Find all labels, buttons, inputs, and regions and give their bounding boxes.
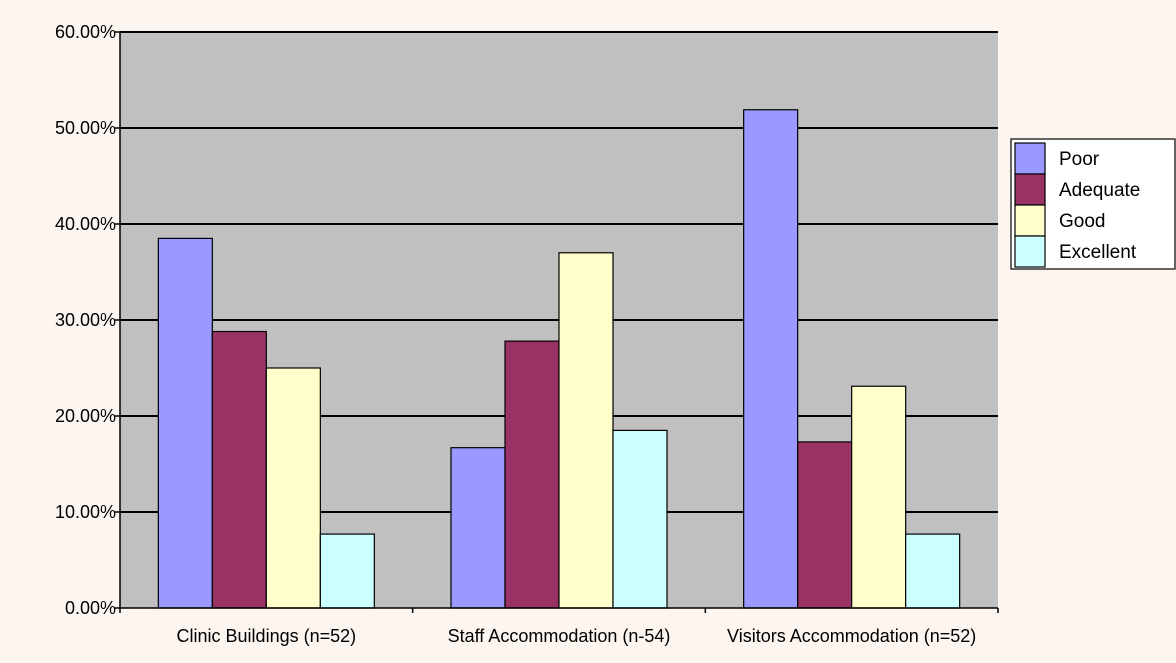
legend-swatch-poor — [1014, 142, 1046, 175]
x-category-label: Visitors Accommodation (n=52) — [727, 626, 976, 646]
bar-poor-3 — [743, 109, 799, 609]
y-tick-label: 30.00% — [55, 310, 116, 330]
bar-poor-2 — [450, 447, 506, 609]
bar-excellent-2 — [612, 429, 668, 609]
bar-poor-1 — [157, 237, 213, 609]
legend-swatch-excellent — [1014, 235, 1046, 268]
bar-excellent-3 — [905, 533, 961, 609]
axes — [115, 31, 999, 613]
legend-label-adequate: Adequate — [1059, 180, 1140, 201]
bar-good-2 — [558, 252, 614, 609]
y-tick-label: 50.00% — [55, 118, 116, 138]
bar-good-1 — [265, 367, 321, 609]
legend-swatch-good — [1014, 204, 1046, 237]
bar-adequate-2 — [504, 340, 560, 609]
y-tick-label: 60.00% — [55, 22, 116, 42]
y-tick-labels: 0.00% 10.00% 20.00% 30.00% 40.00% 50.00% 60.00… — [55, 22, 116, 618]
y-tick-label: 0.00% — [65, 598, 116, 618]
y-tick-label: 40.00% — [55, 214, 116, 234]
bar-adequate-1 — [211, 330, 267, 609]
x-category-label: Staff Accommodation (n-54) — [448, 626, 671, 646]
bar-adequate-3 — [797, 441, 853, 609]
legend-label-excellent: Excellent — [1059, 242, 1137, 263]
x-category-label: Clinic Buildings (n=52) — [177, 626, 357, 646]
bar-good-3 — [851, 385, 907, 609]
legend-label-good: Good — [1059, 211, 1105, 232]
legend-swatch-adequate — [1014, 173, 1046, 206]
y-tick-label: 10.00% — [55, 502, 116, 522]
x-category-labels: Clinic Buildings (n=52) Staff Accommodati… — [177, 626, 977, 646]
bars — [157, 109, 961, 609]
legend-label-poor: Poor — [1059, 149, 1100, 170]
bar-excellent-1 — [319, 533, 375, 609]
legend: Poor Adequate Good Excellent — [1010, 138, 1176, 270]
y-tick-label: 20.00% — [55, 406, 116, 426]
